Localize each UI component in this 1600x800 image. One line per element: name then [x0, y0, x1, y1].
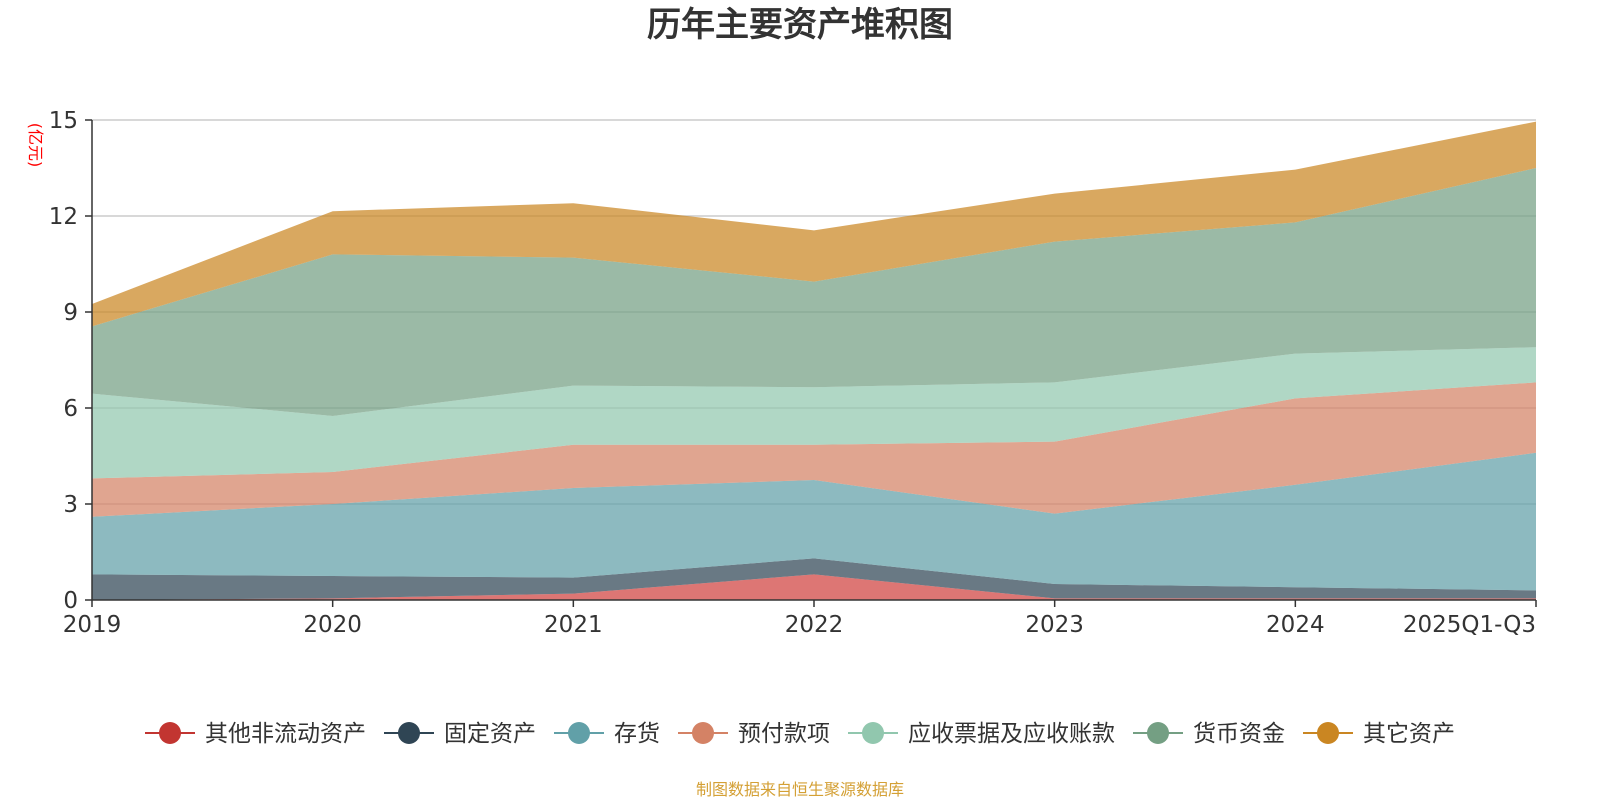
x-tick-label-2: 2021 — [544, 612, 603, 638]
legend-item-5[interactable]: 货币资金 — [1133, 721, 1285, 747]
x-tick-label-4: 2023 — [1025, 612, 1084, 638]
legend-item-1[interactable]: 固定资产 — [384, 721, 536, 747]
y-axis-label: (亿元) — [26, 123, 45, 168]
x-tick-label-0: 2019 — [63, 612, 122, 638]
legend-label-4: 应收票据及应收账款 — [908, 721, 1115, 747]
y-tick-label-6: 6 — [63, 396, 78, 422]
legend-marker-6 — [1317, 722, 1339, 744]
legend-marker-0 — [159, 722, 181, 744]
area-series-6 — [92, 121, 1536, 327]
y-tick-label-3: 3 — [63, 492, 78, 518]
legend-marker-1 — [398, 722, 420, 744]
area-series-0 — [92, 574, 1536, 600]
area-series-3 — [92, 382, 1536, 517]
x-tick-label-6: 2025Q1-Q3 — [1403, 612, 1536, 638]
legend-marker-4 — [862, 722, 884, 744]
y-tick-label-0: 0 — [63, 588, 78, 614]
area-series — [92, 121, 1536, 600]
legend: 其他非流动资产 固定资产 存货 预付款项 应收票据及应收账款 货币资金 其它资产 — [145, 721, 1455, 747]
legend-item-2[interactable]: 存货 — [554, 721, 660, 747]
tick-labels: 0 3 6 9 12 15 2019 2020 2021 2022 2023 2024 2025Q1-Q… — [49, 108, 1537, 638]
legend-label-6: 其它资产 — [1363, 721, 1455, 747]
legend-label-3: 预付款项 — [738, 721, 830, 747]
x-tick-label-1: 2020 — [303, 612, 362, 638]
legend-item-6[interactable]: 其它资产 — [1303, 721, 1455, 747]
area-series-5 — [92, 168, 1536, 416]
legend-marker-5 — [1147, 722, 1169, 744]
y-tick-label-15: 15 — [49, 108, 78, 134]
area-series-1 — [92, 558, 1536, 600]
legend-marker-2 — [568, 722, 590, 744]
legend-item-4[interactable]: 应收票据及应收账款 — [848, 721, 1115, 747]
area-series-4 — [92, 347, 1536, 479]
y-tick-label-12: 12 — [49, 204, 78, 230]
legend-label-1: 固定资产 — [444, 721, 536, 747]
legend-item-3[interactable]: 预付款项 — [678, 721, 830, 747]
x-tick-label-5: 2024 — [1266, 612, 1325, 638]
y-tick-label-9: 9 — [63, 300, 78, 326]
chart-title: 历年主要资产堆积图 — [647, 5, 953, 45]
legend-item-0[interactable]: 其他非流动资产 — [145, 721, 366, 747]
source-note: 制图数据来自恒生聚源数据库 — [696, 780, 904, 799]
area-series-2 — [92, 452, 1536, 591]
legend-label-2: 存货 — [614, 721, 660, 747]
legend-label-5: 货币资金 — [1193, 721, 1285, 747]
legend-marker-3 — [692, 722, 714, 744]
legend-label-0: 其他非流动资产 — [205, 721, 366, 747]
x-tick-label-3: 2022 — [785, 612, 844, 638]
